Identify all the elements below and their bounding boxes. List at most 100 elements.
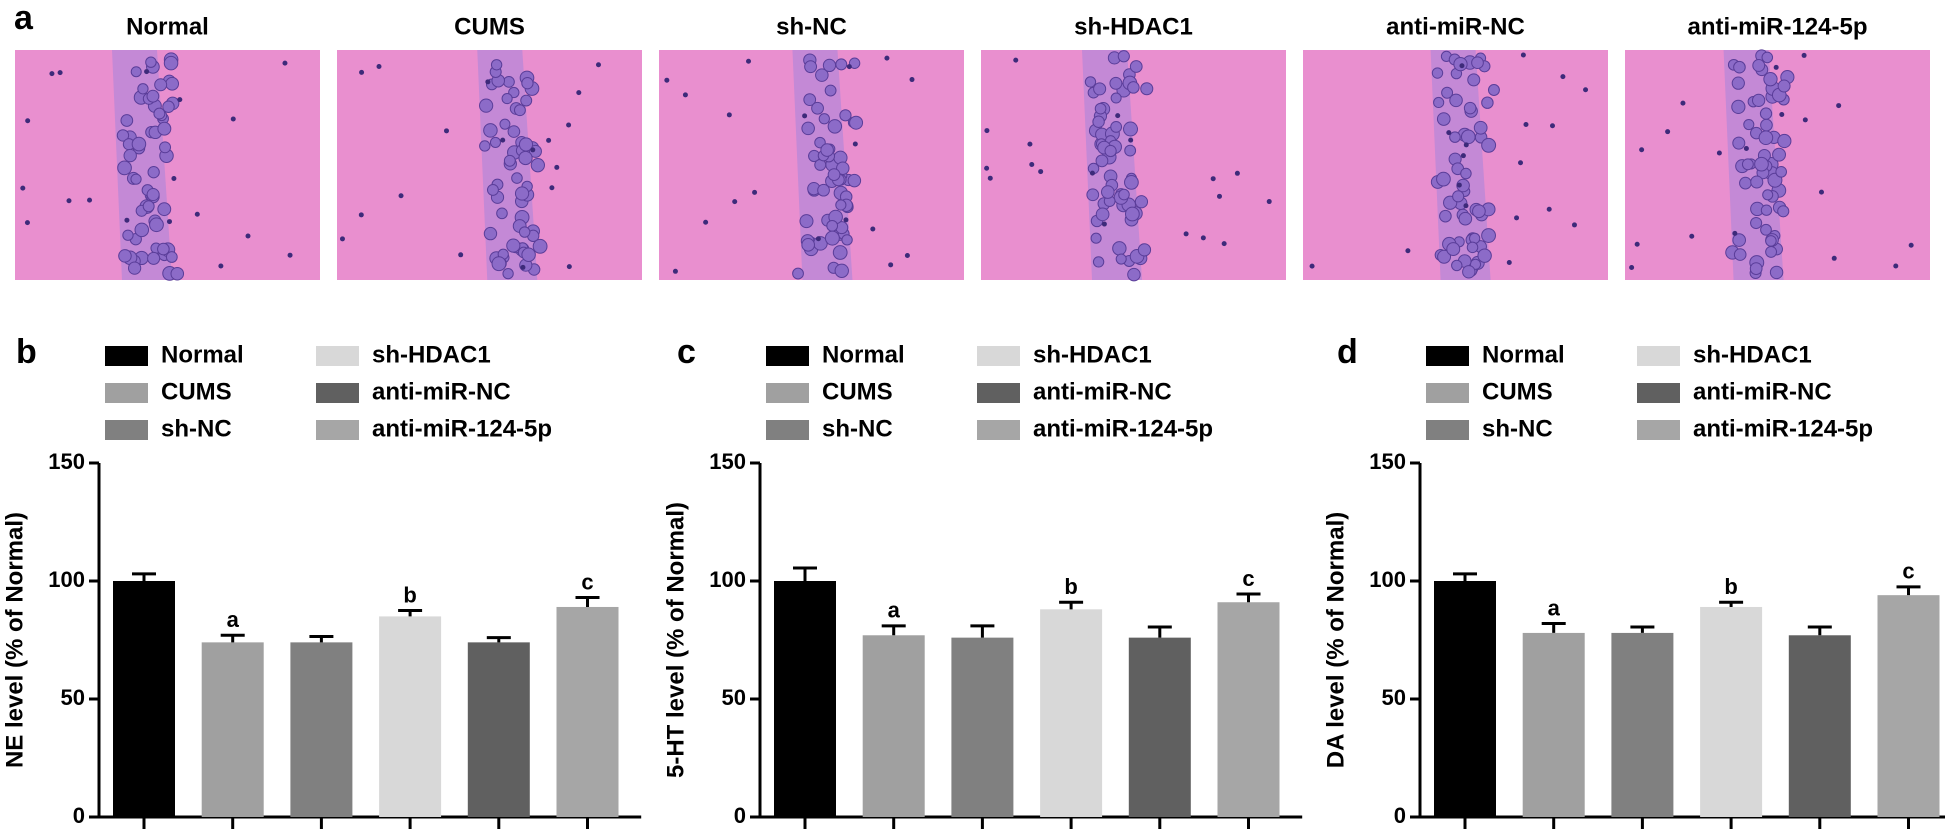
cell [1463, 142, 1469, 148]
cell [124, 217, 130, 223]
nucleus [1109, 76, 1123, 90]
nucleus [130, 173, 142, 185]
nucleus [153, 107, 166, 120]
cell [1089, 170, 1095, 176]
nucleus [1733, 248, 1747, 261]
nucleus [502, 267, 514, 280]
y-tick-label: 50 [722, 685, 746, 710]
legend-label: sh-HDAC1 [372, 341, 491, 368]
nucleus [120, 114, 134, 127]
nucleus [530, 158, 545, 173]
cell [66, 198, 72, 204]
bar [467, 642, 530, 817]
legend-swatch [105, 420, 148, 440]
nucleus [1104, 144, 1117, 158]
nucleus [1775, 166, 1788, 178]
nucleus [848, 57, 861, 69]
bar [1128, 637, 1191, 817]
cell [1101, 221, 1107, 227]
cell [1680, 100, 1686, 106]
nucleus [1437, 249, 1452, 264]
error-bar [1236, 592, 1261, 603]
y-tick-label: 0 [734, 803, 746, 828]
cell [909, 77, 915, 83]
nucleus [1110, 121, 1123, 133]
cell [1309, 263, 1315, 269]
nucleus [822, 58, 837, 73]
error-bar [1630, 625, 1655, 633]
nucleus [849, 115, 864, 130]
nucleus [157, 202, 172, 217]
image-title: Normal [126, 13, 209, 40]
cell [888, 262, 894, 268]
nucleus [142, 200, 155, 213]
cell [1514, 215, 1520, 221]
nucleus [1741, 158, 1754, 171]
nucleus [1750, 216, 1763, 230]
cell [752, 189, 758, 195]
bar [1877, 595, 1940, 817]
nucleus [1471, 56, 1484, 70]
nucleus [1110, 92, 1122, 104]
nucleus [137, 83, 149, 95]
y-axis-label: DA level (% of Normal) [1322, 512, 1349, 769]
legend-label: CUMS [161, 378, 232, 405]
nucleus [1127, 267, 1141, 282]
cell [282, 60, 288, 66]
legend-label: CUMS [1482, 378, 1553, 405]
cell [177, 97, 183, 103]
cell [194, 211, 200, 217]
nucleus [847, 173, 862, 188]
y-tick-label: 100 [48, 567, 85, 592]
nucleus [1777, 205, 1790, 218]
nucleus [1140, 82, 1154, 96]
cell [566, 122, 572, 128]
histology-image: sh-HDAC1 [981, 13, 1286, 282]
cell [458, 252, 464, 258]
nucleus [521, 77, 534, 90]
bar [1040, 609, 1103, 817]
histology-image: sh-NC [659, 13, 964, 280]
nucleus [1477, 248, 1492, 263]
nucleus [514, 186, 530, 201]
y-tick-label: 0 [1394, 803, 1406, 828]
cell [1183, 231, 1189, 237]
error-bar [1147, 625, 1172, 638]
nucleus [1095, 207, 1110, 222]
nucleus [1112, 241, 1127, 256]
cell [87, 197, 93, 203]
nucleus [832, 245, 848, 260]
cell [672, 268, 678, 274]
bar [201, 642, 264, 817]
nucleus [131, 136, 147, 152]
nucleus [811, 101, 824, 115]
legend-label: sh-NC [822, 415, 893, 442]
nucleus [486, 183, 499, 196]
bar [290, 642, 353, 817]
nucleus [1431, 67, 1444, 79]
nucleus [1487, 84, 1500, 96]
bar [1788, 635, 1851, 817]
cell [1520, 52, 1526, 58]
nucleus [817, 183, 830, 197]
nucleus [1732, 136, 1746, 150]
panel-label: c [677, 333, 696, 371]
nucleus [122, 229, 134, 241]
nucleus [792, 267, 804, 280]
nucleus [1436, 171, 1451, 187]
legend-label: anti-miR-NC [1033, 378, 1172, 405]
significance-label: b [403, 582, 416, 607]
nucleus [1754, 156, 1769, 172]
bar [1434, 581, 1496, 817]
legend-label: sh-NC [161, 415, 232, 442]
nucleus [801, 121, 815, 136]
error-bar [220, 633, 245, 643]
significance-label: b [1064, 574, 1077, 599]
nucleus [1772, 147, 1786, 162]
error-bar [1453, 572, 1477, 581]
y-axis-label: 5-HT level (% of Normal) [662, 502, 689, 778]
legend-swatch [1426, 383, 1469, 403]
nucleus [1451, 259, 1463, 272]
nucleus [1761, 51, 1774, 64]
nucleus [1760, 118, 1773, 132]
